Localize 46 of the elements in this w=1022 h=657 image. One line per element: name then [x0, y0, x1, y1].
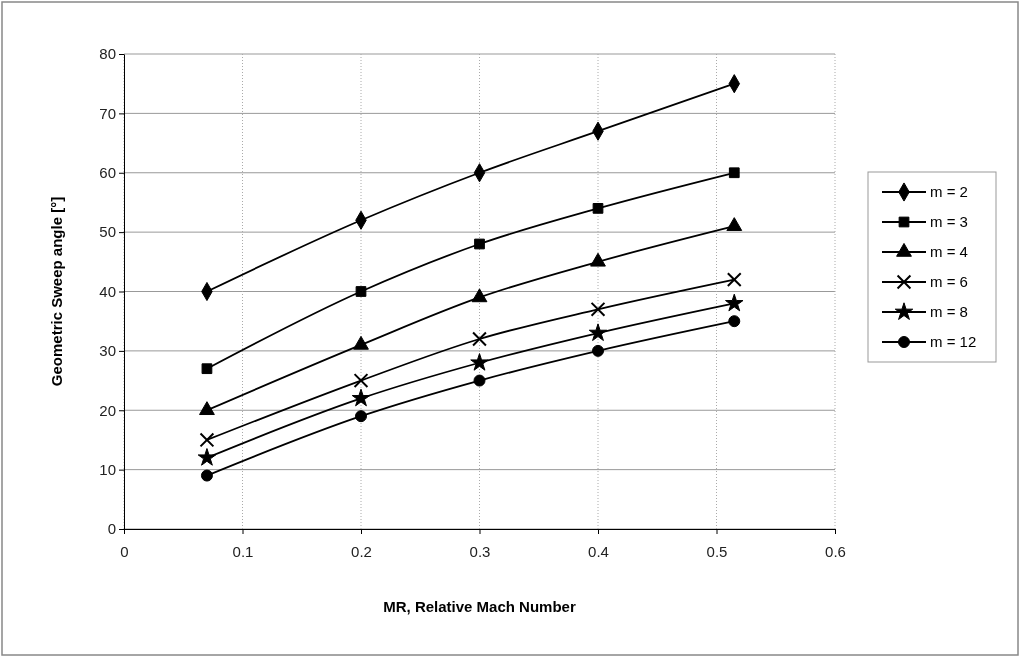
point [470, 353, 489, 371]
point [471, 288, 488, 303]
y-tick-label: 50 [99, 223, 116, 241]
x-tick-label: 0.2 [351, 542, 372, 560]
x-tick-label: 0.6 [825, 542, 846, 560]
x-tick-label: 0.1 [232, 542, 254, 560]
point [588, 323, 608, 341]
point [474, 238, 485, 250]
point [355, 410, 367, 423]
point [473, 374, 486, 387]
point [197, 448, 217, 466]
point [200, 469, 213, 482]
point [728, 167, 740, 179]
y-tick-label: 30 [99, 342, 116, 360]
y-tick-label: 10 [99, 460, 116, 478]
point [353, 373, 369, 388]
x-tick-label: 0.5 [706, 542, 728, 560]
y-tick-label: 70 [99, 104, 116, 122]
y-tick-label: 60 [99, 164, 116, 182]
legend-label: m = 4 [930, 243, 968, 260]
point [351, 388, 371, 407]
point [199, 401, 215, 416]
legend-label: m = 3 [930, 213, 968, 230]
point [355, 286, 367, 297]
point [472, 331, 487, 347]
point [728, 315, 741, 328]
point [592, 344, 604, 357]
point [199, 432, 215, 448]
y-tick-label: 80 [99, 45, 116, 63]
point [201, 363, 213, 375]
x-axis-title: MR, Relative Mach Number [383, 598, 576, 615]
point [590, 301, 606, 317]
point [725, 293, 744, 312]
x-tick-label: 0.4 [588, 542, 609, 560]
y-tick-label: 40 [99, 282, 116, 300]
y-axis-title: Geometric Sweep angle [°] [48, 196, 65, 387]
point [726, 272, 742, 288]
legend-label: m = 6 [930, 273, 968, 290]
y-tick-label: 20 [99, 401, 116, 419]
y-tick-label: 0 [107, 520, 116, 538]
point [592, 203, 604, 214]
legend-label: m = 12 [930, 333, 977, 350]
legend-label: m = 2 [930, 183, 968, 200]
legend-label: m = 8 [930, 303, 968, 320]
x-tick-label: 0.3 [469, 542, 491, 560]
x-tick-label: 0 [120, 542, 129, 560]
